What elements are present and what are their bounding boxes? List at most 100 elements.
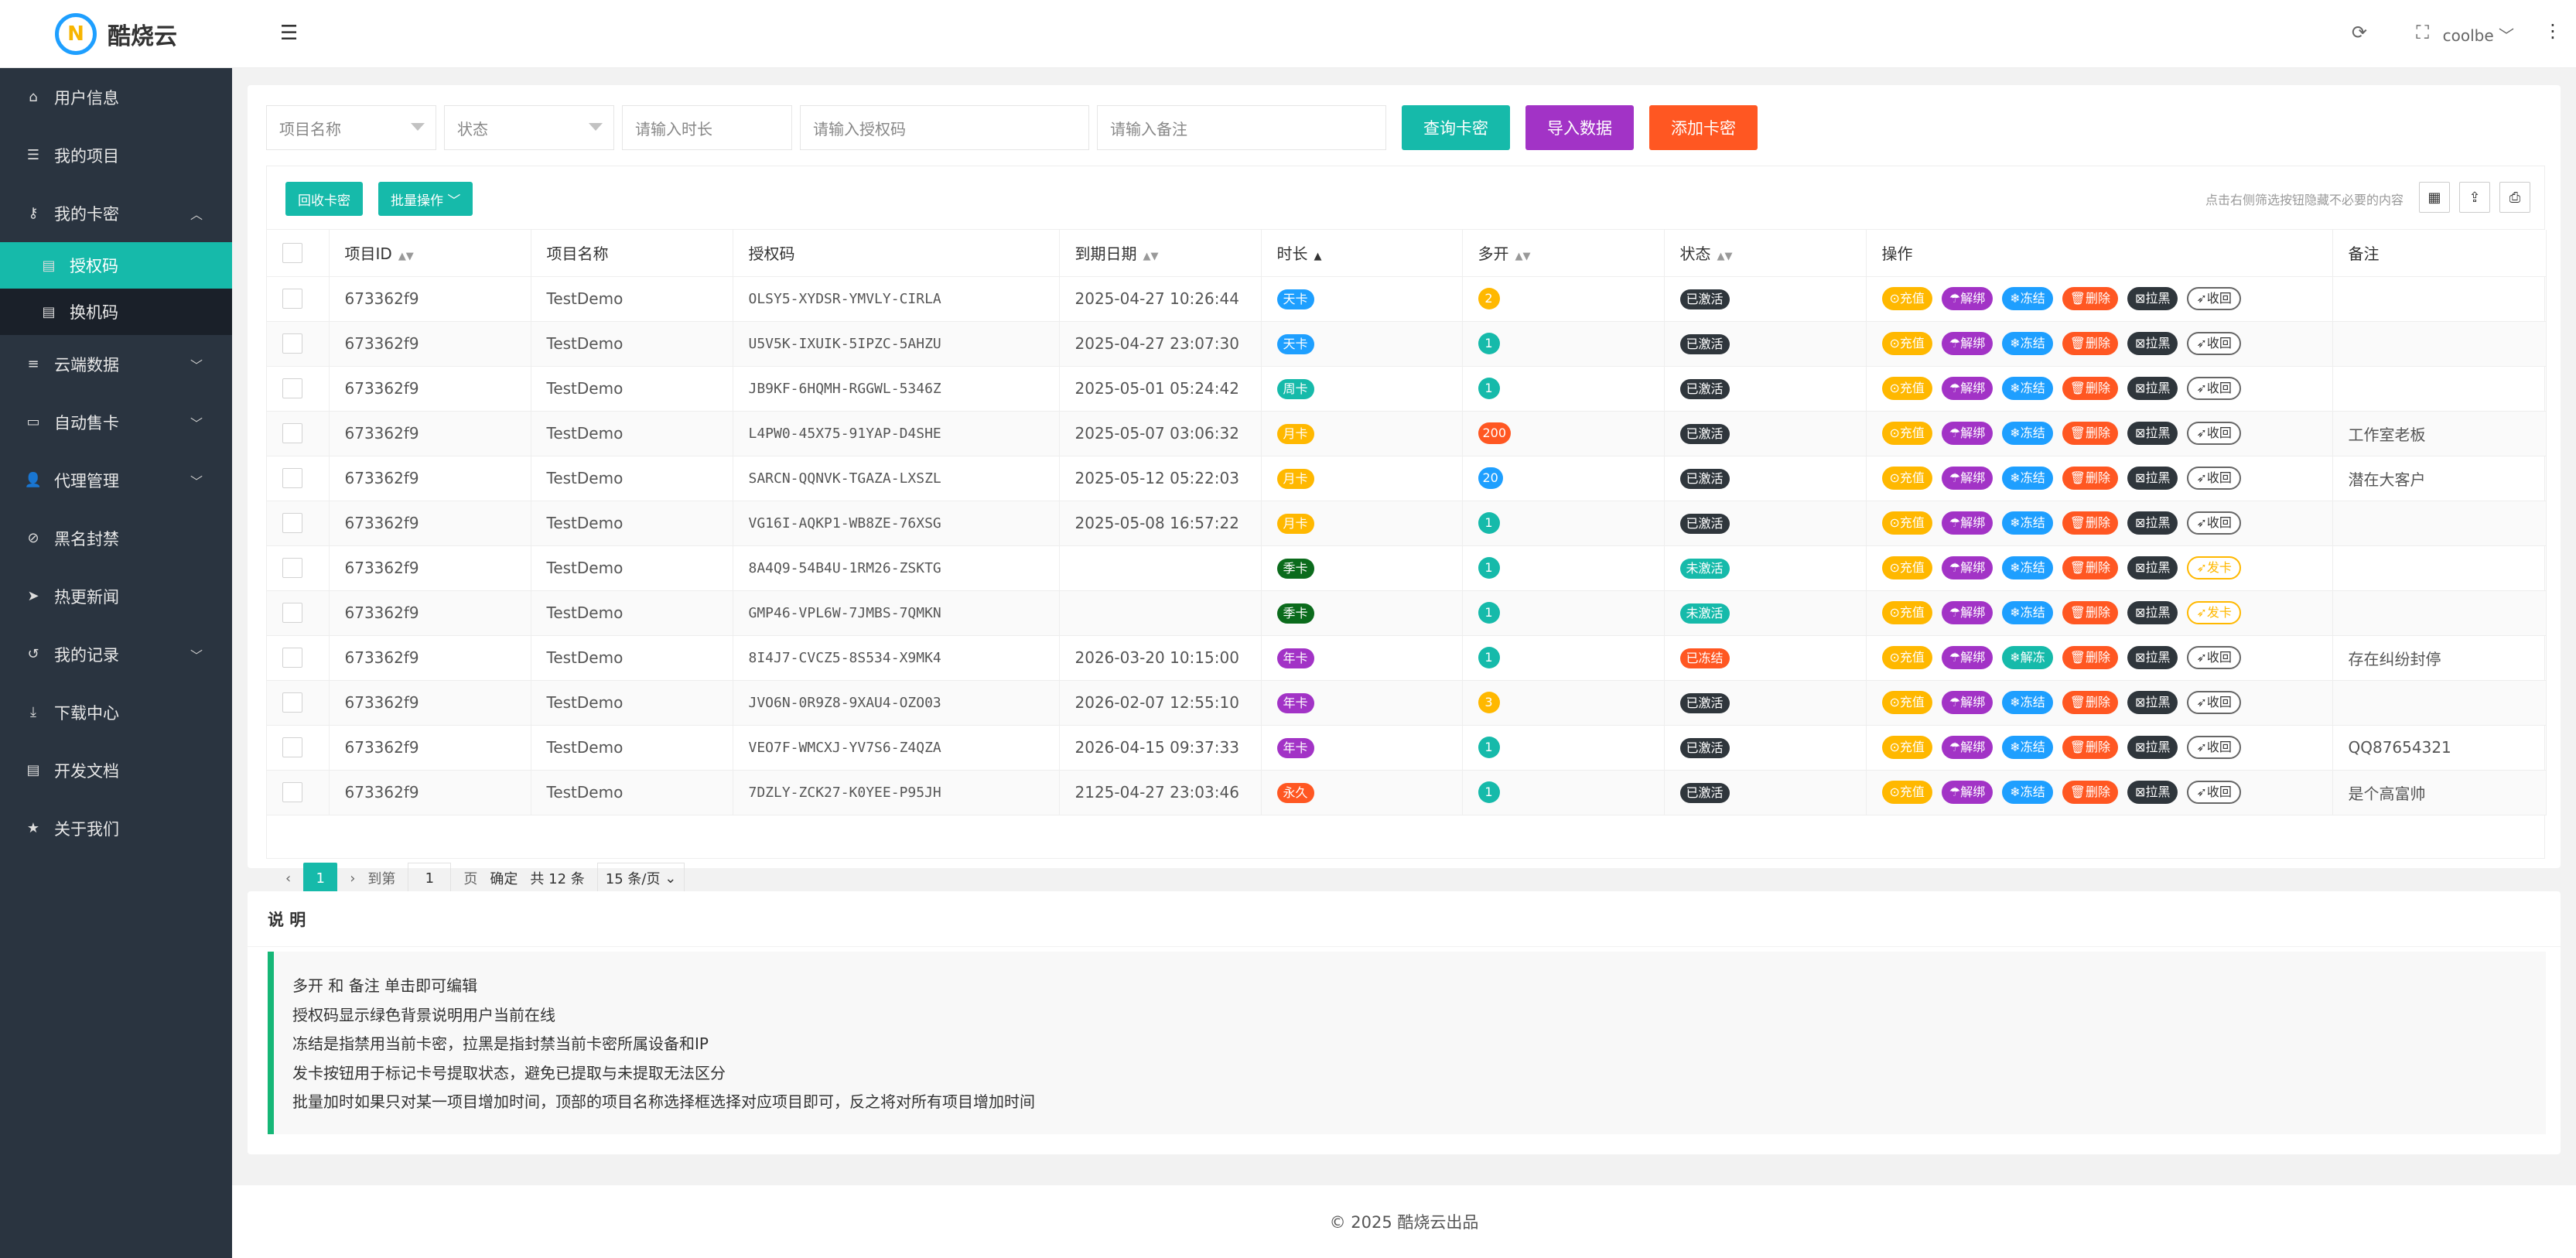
row-checkbox[interactable]: [282, 558, 302, 579]
recharge-button[interactable]: ⊙充值: [1881, 287, 1932, 310]
recycle-row-button[interactable]: ➶收回: [2187, 691, 2241, 714]
table-row[interactable]: 673362f9 TestDemo JVO6N-0R9Z8-9XAU4-OZO03 2…: [267, 680, 2547, 726]
freeze-button[interactable]: ❄冻结: [2002, 332, 2053, 355]
cell-remark[interactable]: QQ87654321: [2332, 725, 2547, 771]
recharge-button[interactable]: ⊙充值: [1881, 332, 1932, 355]
issue-card-button[interactable]: ➶发卡: [2187, 601, 2241, 624]
sidebar-item-my-projects[interactable]: ☰ 我的项目: [0, 126, 232, 184]
cell-remark[interactable]: [2332, 590, 2547, 636]
print-icon[interactable]: ⎙: [2499, 182, 2530, 213]
row-checkbox[interactable]: [282, 513, 302, 534]
row-checkbox[interactable]: [282, 782, 302, 803]
select-all-checkbox[interactable]: [282, 243, 302, 263]
delete-button[interactable]: 🗑删除: [2062, 422, 2119, 445]
user-menu[interactable]: coolbe ﹀: [2443, 23, 2514, 46]
cell-remark[interactable]: 潜在大客户: [2332, 456, 2547, 501]
blacklist-button[interactable]: ⊠拉黑: [2127, 601, 2178, 624]
sidebar-item-agent[interactable]: 👤 代理管理 ﹀: [0, 451, 232, 509]
refresh-icon[interactable]: ⟳: [2351, 22, 2367, 43]
cell-remark[interactable]: [2332, 501, 2547, 546]
sort-icon[interactable]: ▲▼: [1717, 251, 1733, 263]
table-row[interactable]: 673362f9 TestDemo VEO7F-WMCXJ-YV7S6-Z4QZA 2…: [267, 725, 2547, 771]
delete-button[interactable]: 🗑删除: [2062, 511, 2119, 535]
recycle-row-button[interactable]: ➶收回: [2187, 422, 2241, 445]
recycle-row-button[interactable]: ➶收回: [2187, 287, 2241, 310]
cell-remark[interactable]: 是个高富帅: [2332, 770, 2547, 815]
unbind-button[interactable]: ☂解绑: [1941, 556, 1993, 579]
cell-multi[interactable]: 1: [1462, 590, 1665, 636]
freeze-button[interactable]: ❄冻结: [2002, 691, 2053, 714]
multi-count-badge[interactable]: 1: [1478, 378, 1500, 399]
columns-filter-icon[interactable]: ▦: [2419, 182, 2450, 213]
delete-button[interactable]: 🗑删除: [2062, 781, 2119, 804]
prev-page-icon[interactable]: ‹: [285, 870, 292, 887]
blacklist-button[interactable]: ⊠拉黑: [2127, 377, 2178, 400]
multi-count-badge[interactable]: 1: [1478, 737, 1500, 758]
recharge-button[interactable]: ⊙充值: [1881, 691, 1932, 714]
per-page-select[interactable]: 15 条/页 ⌄: [596, 863, 685, 894]
sidebar-item-cloud-data[interactable]: ≡ 云端数据 ﹀: [0, 335, 232, 393]
cell-multi[interactable]: 1: [1462, 321, 1665, 367]
sidebar-item-records[interactable]: ↺ 我的记录 ﹀: [0, 625, 232, 683]
multi-count-badge[interactable]: 2: [1478, 288, 1500, 309]
unbind-button[interactable]: ☂解绑: [1941, 781, 1993, 804]
table-row[interactable]: 673362f9 TestDemo JB9KF-6HQMH-RGGWL-5346Z 2…: [267, 366, 2547, 412]
unbind-button[interactable]: ☂解绑: [1941, 332, 1993, 355]
multi-count-badge[interactable]: 1: [1478, 602, 1500, 624]
blacklist-button[interactable]: ⊠拉黑: [2127, 422, 2178, 445]
delete-button[interactable]: 🗑删除: [2062, 691, 2119, 714]
col-project-id[interactable]: 项目ID ▲▼: [329, 230, 531, 277]
freeze-button[interactable]: ❄冻结: [2002, 422, 2053, 445]
recycle-row-button[interactable]: ➶收回: [2187, 511, 2241, 535]
cell-remark[interactable]: 工作室老板: [2332, 411, 2547, 456]
row-checkbox[interactable]: [282, 692, 302, 713]
recycle-row-button[interactable]: ➶收回: [2187, 646, 2241, 669]
fullscreen-icon[interactable]: ⛶: [2416, 22, 2429, 43]
cell-multi[interactable]: 200: [1462, 411, 1665, 456]
sort-icon[interactable]: ▲▼: [398, 251, 414, 263]
recycle-row-button[interactable]: ➶收回: [2187, 377, 2241, 400]
delete-button[interactable]: 🗑删除: [2062, 467, 2119, 490]
recycle-button[interactable]: 回收卡密: [285, 182, 363, 216]
cell-multi[interactable]: 20: [1462, 456, 1665, 501]
batch-ops-button[interactable]: 批量操作 ﹀: [378, 182, 473, 216]
blacklist-button[interactable]: ⊠拉黑: [2127, 467, 2178, 490]
cell-multi[interactable]: 3: [1462, 680, 1665, 726]
col-status[interactable]: 状态 ▲▼: [1664, 230, 1867, 277]
delete-button[interactable]: 🗑删除: [2062, 377, 2119, 400]
unbind-button[interactable]: ☂解绑: [1941, 736, 1993, 759]
cell-multi[interactable]: 1: [1462, 770, 1665, 815]
unbind-button[interactable]: ☂解绑: [1941, 646, 1993, 669]
freeze-button[interactable]: ❄冻结: [2002, 377, 2053, 400]
row-checkbox[interactable]: [282, 333, 302, 354]
cell-multi[interactable]: 1: [1462, 501, 1665, 546]
freeze-button[interactable]: ❄冻结: [2002, 467, 2053, 490]
freeze-button[interactable]: ❄冻结: [2002, 511, 2053, 535]
cell-remark[interactable]: [2332, 321, 2547, 367]
multi-count-badge[interactable]: 200: [1478, 422, 1512, 444]
sidebar-item-dev-docs[interactable]: ▤ 开发文档: [0, 741, 232, 799]
app-logo[interactable]: N 酷烧云: [0, 0, 232, 68]
delete-button[interactable]: 🗑删除: [2062, 736, 2119, 759]
blacklist-button[interactable]: ⊠拉黑: [2127, 287, 2178, 310]
delete-button[interactable]: 🗑删除: [2062, 646, 2119, 669]
recharge-button[interactable]: ⊙充值: [1881, 511, 1932, 535]
current-page[interactable]: 1: [303, 863, 338, 894]
table-row[interactable]: 673362f9 TestDemo SARCN-QQNVK-TGAZA-LXSZL 2…: [267, 456, 2547, 501]
sidebar-item-about[interactable]: ★ 关于我们: [0, 799, 232, 857]
goto-confirm-button[interactable]: 确定: [490, 871, 518, 887]
blacklist-button[interactable]: ⊠拉黑: [2127, 646, 2178, 669]
cell-multi[interactable]: 1: [1462, 545, 1665, 591]
blacklist-button[interactable]: ⊠拉黑: [2127, 781, 2178, 804]
delete-button[interactable]: 🗑删除: [2062, 601, 2119, 624]
duration-input[interactable]: 请输入时长: [622, 105, 792, 150]
unbind-button[interactable]: ☂解绑: [1941, 601, 1993, 624]
row-checkbox[interactable]: [282, 378, 302, 399]
page-input[interactable]: 1: [408, 863, 452, 894]
blacklist-button[interactable]: ⊠拉黑: [2127, 511, 2178, 535]
freeze-button[interactable]: ❄冻结: [2002, 287, 2053, 310]
cell-remark[interactable]: [2332, 545, 2547, 591]
recharge-button[interactable]: ⊙充值: [1881, 736, 1932, 759]
table-row[interactable]: 673362f9 TestDemo GMP46-VPL6W-7JMBS-7QMKN 季…: [267, 590, 2547, 636]
recharge-button[interactable]: ⊙充值: [1881, 467, 1932, 490]
